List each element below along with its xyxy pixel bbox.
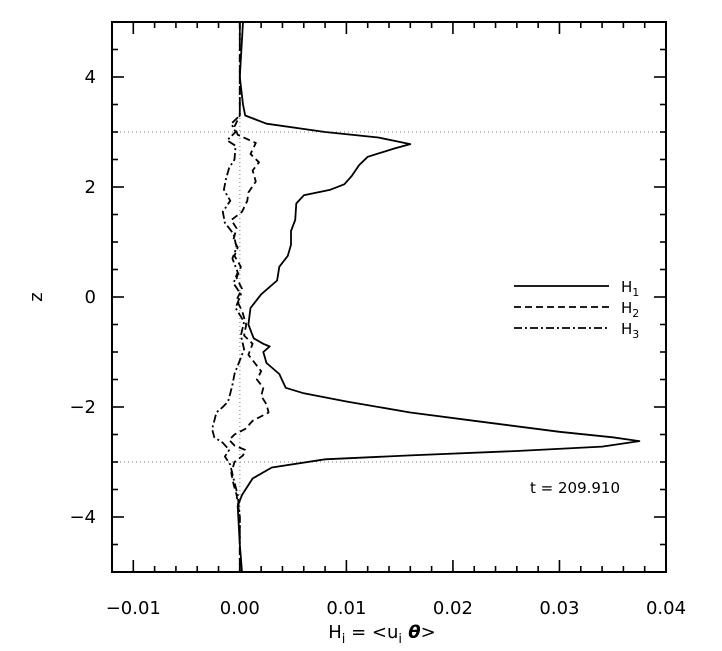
reference-lines: [112, 22, 666, 572]
time-annotation: t = 209.910: [530, 479, 620, 497]
y-tick-label: 0: [85, 287, 96, 308]
series-line-h3: [211, 22, 245, 572]
y-axis-title: z: [26, 292, 47, 301]
x-tick-label: 0.02: [433, 598, 473, 619]
legend-label-3: H3: [621, 320, 639, 341]
x-tick-label: 0.01: [326, 598, 366, 619]
x-tick-labels: −0.01 0.00 0.01 0.02 0.03 0.04: [106, 598, 686, 619]
y-tick-label: 4: [85, 67, 96, 88]
y-tick-label: −2: [69, 397, 96, 418]
x-tick-label: −0.01: [106, 598, 161, 619]
series-group: [211, 21, 641, 573]
y-tick-labels: −4 −2 0 2 4: [69, 67, 96, 528]
x-tick-label: 0.00: [220, 598, 260, 619]
series-line-h2: [228, 22, 270, 572]
x-tick-label: 0.03: [539, 598, 579, 619]
axis-ticks: [111, 21, 667, 573]
y-tick-label: −4: [69, 507, 96, 528]
legend-label-2: H2: [621, 299, 639, 320]
y-tick-label: 2: [85, 177, 96, 198]
legend-label-1: H1: [621, 278, 639, 299]
x-axis-title: Hi = <ui θ>: [328, 622, 436, 647]
x-tick-label: 0.04: [646, 598, 686, 619]
series-line-h1: [236, 21, 641, 573]
